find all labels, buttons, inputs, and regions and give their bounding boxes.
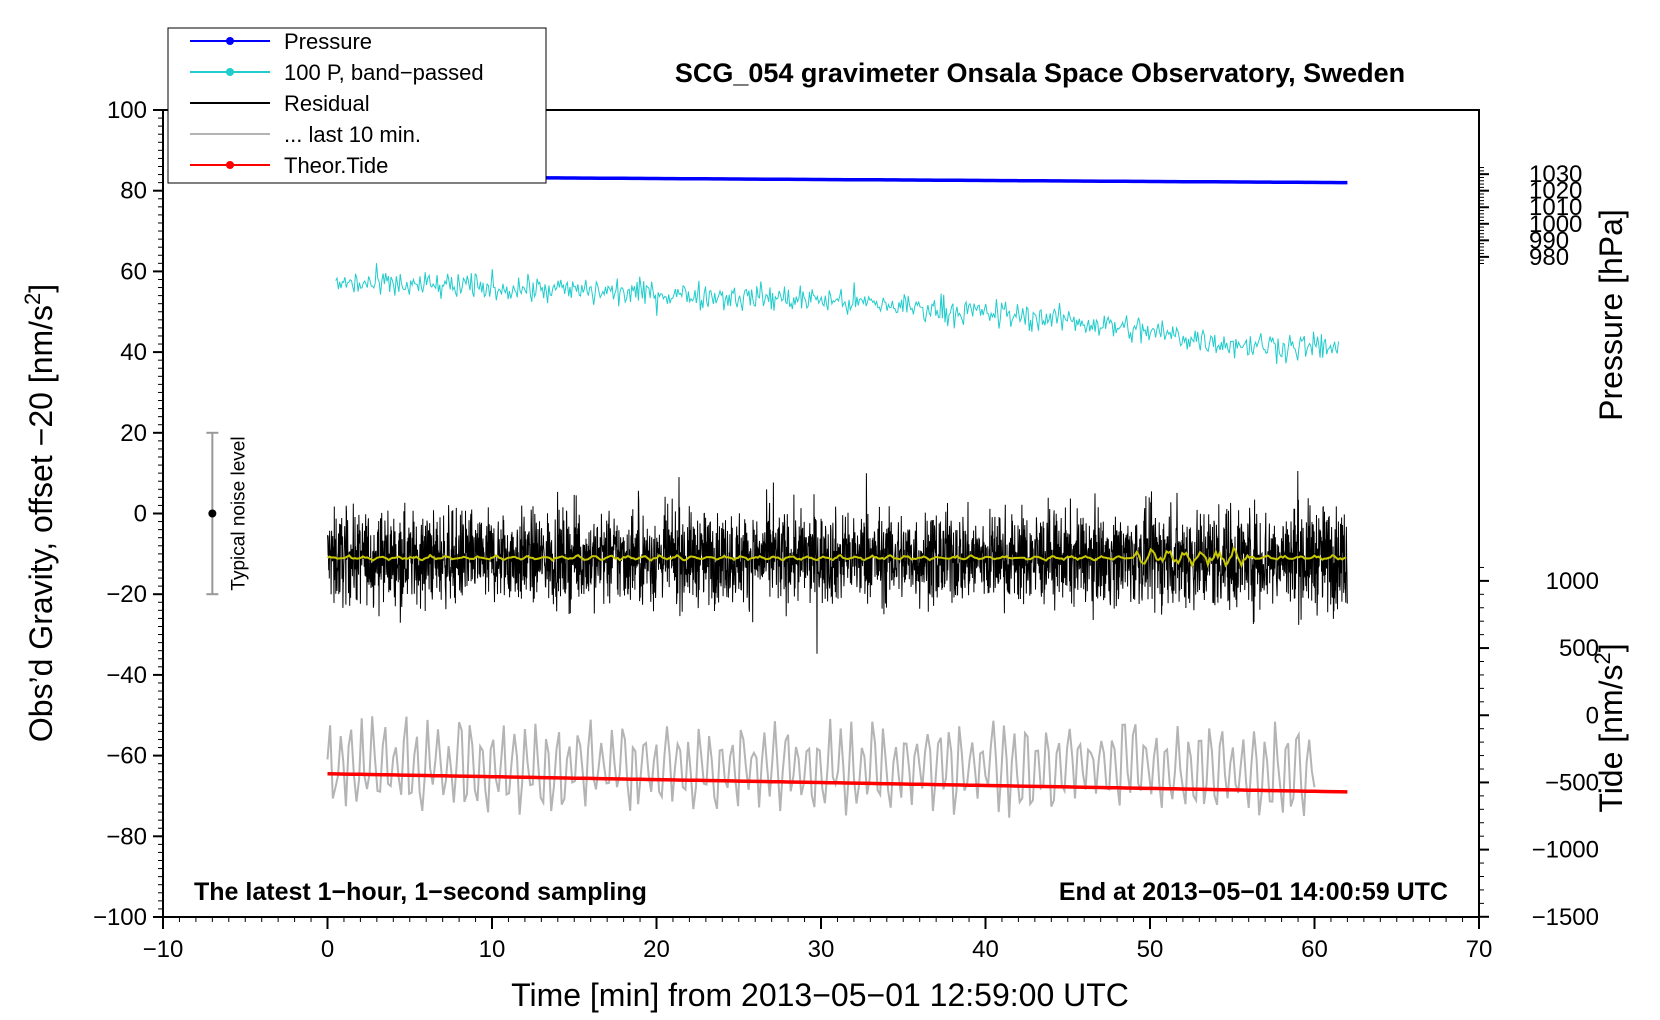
- pressure-tick-label: 1010: [1529, 194, 1582, 221]
- tide-tick-label: −1000: [1532, 837, 1599, 864]
- chart-title: SCG_054 gravimeter Onsala Space Observat…: [675, 58, 1405, 88]
- y-tick-label: −40: [106, 662, 147, 689]
- y-tick-label: −20: [106, 581, 147, 608]
- pressure-tick-label: 980: [1529, 244, 1569, 271]
- tide-tick-label: 0: [1586, 702, 1599, 729]
- y-tick-label: −100: [93, 904, 147, 931]
- legend-box: [167, 27, 547, 184]
- y-axis-label-tide: Tide [nm/s2]: [1590, 643, 1630, 812]
- series-last-10-min: [326, 716, 1316, 818]
- y-tick-label: −60: [106, 743, 147, 770]
- legend-marker: [226, 37, 234, 45]
- tide-tick-label: 1000: [1546, 568, 1599, 595]
- y-tick-label: 40: [120, 339, 147, 366]
- legend-marker: [226, 68, 234, 76]
- pressure-tick-label: 1020: [1529, 178, 1582, 205]
- y-tick-label: 0: [134, 501, 147, 528]
- noise-level-indicator: Typical noise level: [206, 431, 249, 596]
- series-theoretical-tide: [327, 772, 1348, 794]
- ticks-layer: −10 0 10 20 30 40 50 60 70−100−80−60−40−20020406…: [93, 97, 1599, 963]
- legend-label: Pressure: [284, 29, 372, 54]
- noise-bar-label: Typical noise level: [228, 436, 249, 590]
- x-tick-label: 10: [479, 936, 506, 963]
- annotation-sampling: The latest 1−hour, 1−second sampling: [194, 878, 647, 906]
- noise-bar-center: [208, 509, 217, 518]
- y-axis-label-left: Obs’d Gravity, offset −20 [nm/s2]: [20, 284, 60, 742]
- x-tick-label: 0: [321, 936, 334, 963]
- x-tick-label: 40: [972, 936, 999, 963]
- x-tick-label: −10: [143, 936, 184, 963]
- series-band-passed-pressure: [335, 263, 1339, 365]
- y-tick-label: −80: [106, 823, 147, 850]
- x-tick-label: 30: [808, 936, 835, 963]
- x-axis-label: Time [min] from 2013−05−01 12:59:00 UTC: [511, 977, 1129, 1013]
- legend: Pressure 100 P, band−passed Residual ... la…: [167, 27, 547, 184]
- pressure-tick-label: 990: [1529, 227, 1569, 254]
- y-axis-label-pressure: Pressure [hPa]: [1593, 209, 1629, 421]
- x-tick-label: 20: [643, 936, 670, 963]
- tide-tick-label: −1500: [1532, 904, 1599, 931]
- legend-marker: [226, 161, 234, 169]
- y-tick-label: 80: [120, 178, 147, 205]
- tide-tick-label: −500: [1545, 769, 1599, 796]
- legend-label: 100 P, band−passed: [284, 60, 484, 85]
- y-tick-label: 100: [107, 97, 147, 124]
- annotation-end-time: End at 2013−05−01 14:00:59 UTC: [1059, 878, 1448, 906]
- legend-label: ... last 10 min.: [284, 122, 421, 147]
- y-tick-label: 60: [120, 258, 147, 285]
- pressure-tick-label: 1030: [1529, 161, 1582, 188]
- legend-label: Residual: [284, 91, 370, 116]
- series-layer: [326, 174, 1348, 818]
- series-residual: [327, 470, 1348, 654]
- y-tick-label: 20: [120, 420, 147, 447]
- x-tick-label: 60: [1301, 936, 1328, 963]
- pressure-tick-label: 1000: [1529, 211, 1582, 238]
- series-residual-smoothed: [326, 545, 1347, 569]
- legend-label: Theor.Tide: [284, 153, 388, 178]
- x-tick-label: 70: [1466, 936, 1493, 963]
- x-tick-label: 50: [1137, 936, 1164, 963]
- tide-tick-label: 500: [1559, 635, 1599, 662]
